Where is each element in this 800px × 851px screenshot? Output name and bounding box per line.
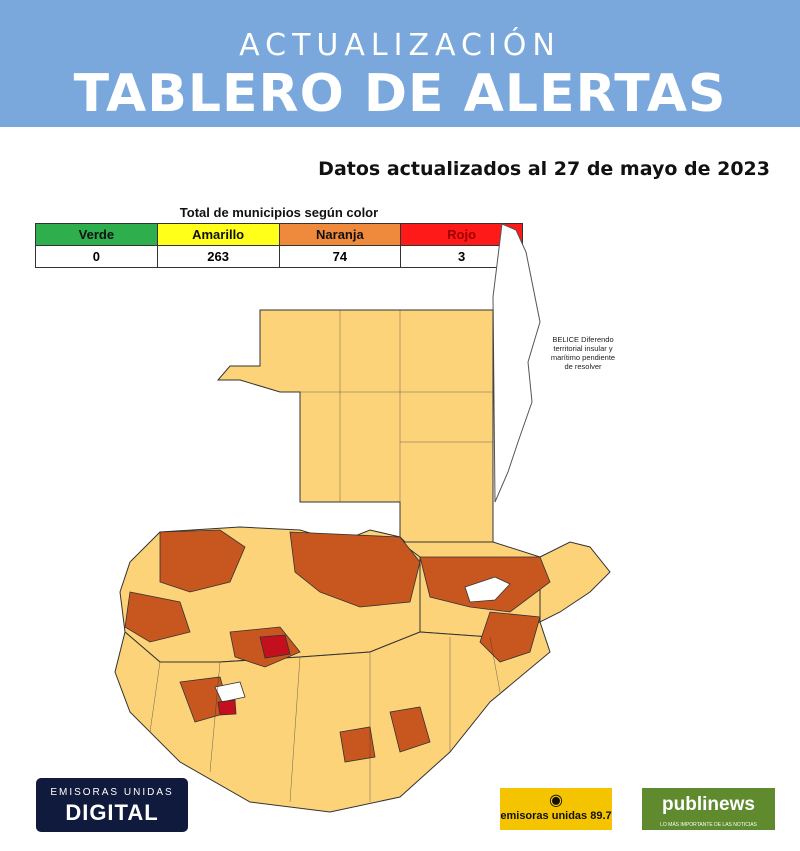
summary-table: Verde Amarillo Naranja Rojo 0 263 74 3 — [35, 223, 523, 268]
boundary-lines — [149, 310, 501, 803]
header-naranja: Naranja — [278, 223, 402, 246]
value-rojo: 3 — [400, 245, 523, 268]
emisoras-unidas-logo-big: DIGITAL — [65, 800, 159, 825]
radio-icon: ◉ — [549, 792, 563, 809]
publinews-tagline: LO MÁS IMPORTANTE DE LAS NOTICIAS — [660, 822, 757, 828]
emisoras-unidas-logo-small: EMISORAS UNIDAS — [50, 787, 174, 798]
red-area-2 — [217, 699, 237, 716]
red-area-1 — [259, 634, 291, 659]
header-kicker: ACTUALIZACIÓN — [239, 28, 561, 63]
emisoras-unidas-digital-logo: EMISORAS UNIDAS DIGITAL — [36, 778, 188, 832]
header-rojo: Rojo — [400, 223, 523, 246]
value-naranja: 74 — [278, 245, 402, 268]
publinews-logo: publinews LO MÁS IMPORTANTE DE LAS NOTIC… — [642, 788, 775, 830]
summary-table-caption: Total de municipios según color — [179, 205, 379, 220]
belize-note: BELICE Diferendo territorial insular y m… — [550, 335, 616, 371]
header-banner: ACTUALIZACIÓN TABLERO DE ALERTAS — [0, 0, 800, 127]
radio-897-logo: ◉ emisoras unidas 89.7 — [500, 788, 612, 830]
orange-area-quiche — [289, 531, 421, 608]
summary-table-header-row: Verde Amarillo Naranja Rojo — [35, 223, 523, 246]
update-date: Datos actualizados al 27 de mayo de 2023 — [318, 158, 770, 180]
value-amarillo: 263 — [156, 245, 280, 268]
summary-table-value-row: 0 263 74 3 — [35, 245, 523, 268]
publinews-logo-text: publinews — [662, 794, 755, 815]
region-peten — [216, 309, 494, 543]
orange-area-northwest — [159, 529, 246, 593]
radio-logo-text: emisoras unidas 89.7 — [500, 810, 612, 822]
lake-atitlan — [214, 681, 246, 703]
belize-outline — [492, 223, 541, 503]
header-title: TABLERO DE ALERTAS — [73, 64, 727, 124]
header-amarillo: Amarillo — [156, 223, 280, 246]
orange-area-west — [124, 591, 191, 643]
guatemala-map — [114, 223, 611, 813]
header-verde: Verde — [35, 223, 158, 246]
orange-area-south — [339, 726, 376, 763]
lake-izabal — [464, 576, 511, 603]
orange-area-izabal — [479, 611, 541, 663]
region-izabal — [539, 541, 611, 623]
orange-area-se — [389, 706, 431, 753]
